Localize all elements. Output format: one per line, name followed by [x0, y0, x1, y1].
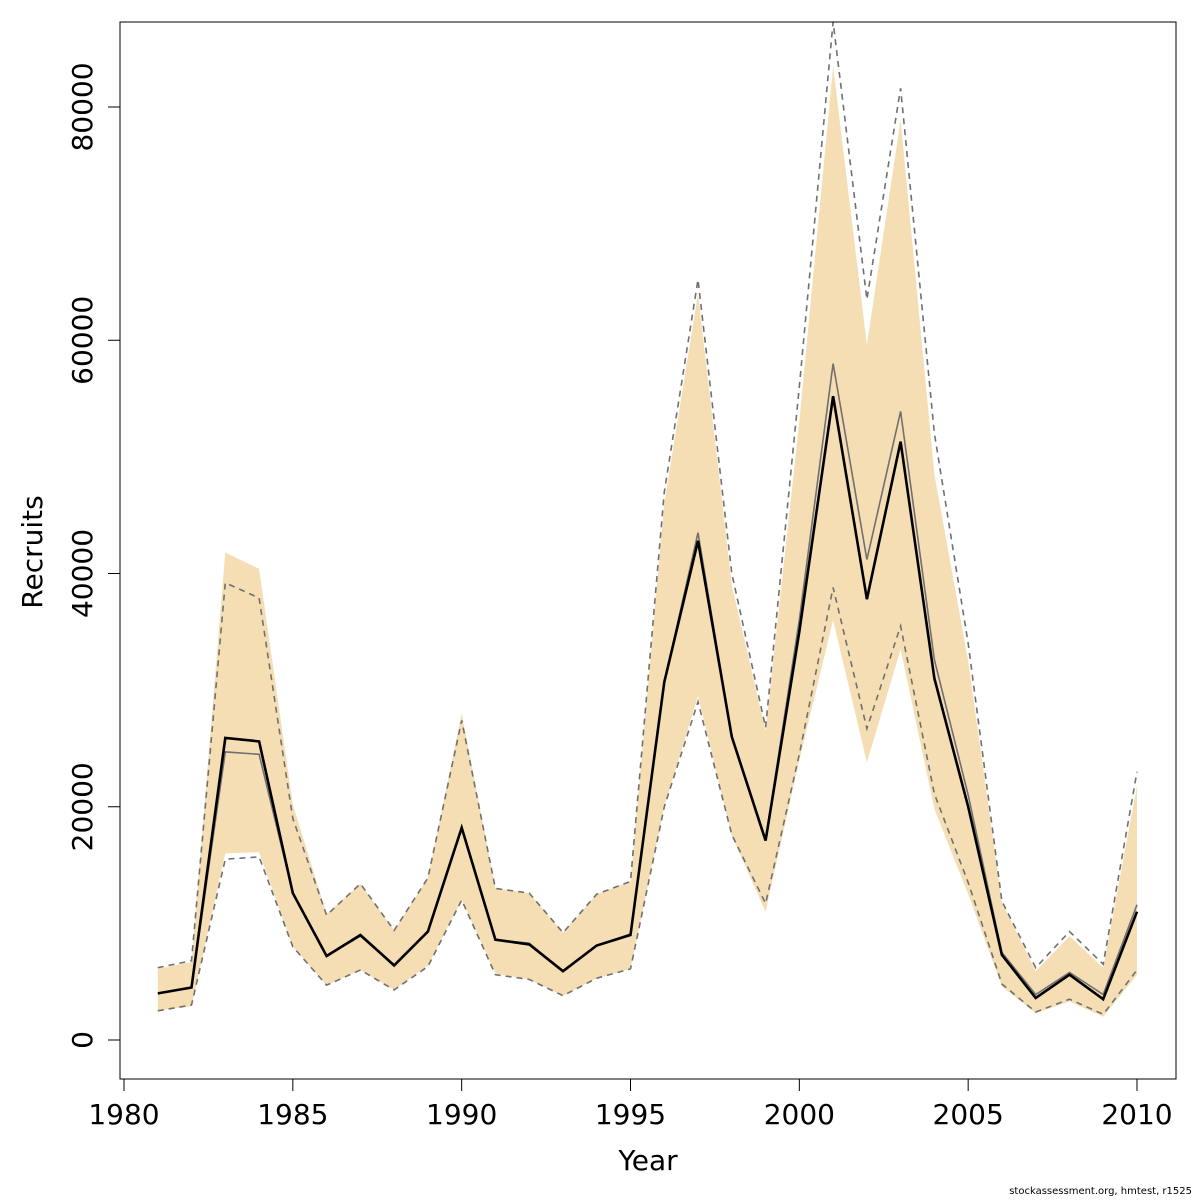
x-axis-label: Year [617, 1144, 678, 1177]
confidence-band [157, 66, 1138, 1017]
y-tick-label: 20000 [66, 762, 99, 851]
y-tick-label: 40000 [66, 529, 99, 618]
upper-bound-dashed-line [157, 21, 1138, 970]
x-tick-label: 2000 [764, 1098, 835, 1131]
y-axis-label: Recruits [16, 495, 49, 608]
y-tick-label: 80000 [66, 62, 99, 151]
x-tick-label: 1990 [426, 1098, 497, 1131]
x-tick-label: 1995 [595, 1098, 666, 1131]
lower-bound-dashed-line [157, 587, 1138, 1016]
x-tick-label: 2010 [1101, 1098, 1172, 1131]
y-axis: 0 20000 40000 60000 80000 [66, 62, 121, 1049]
x-tick-label: 1980 [88, 1098, 159, 1131]
x-tick-label: 2005 [933, 1098, 1004, 1131]
estimate-line-thick [157, 395, 1139, 1002]
y-tick-label: 60000 [66, 296, 99, 385]
x-axis: 1980 1985 1990 1995 2000 2005 2010 [88, 1078, 1173, 1131]
x-tick-label: 1985 [257, 1098, 328, 1131]
confidence-band-layer [157, 66, 1138, 1017]
plot-frame [119, 21, 1177, 1080]
y-tick-label: 0 [66, 1031, 99, 1049]
footer-credit: stockassessment.org, hmtest, r1525 [1009, 1186, 1192, 1197]
series-lines-layer [157, 21, 1139, 1016]
